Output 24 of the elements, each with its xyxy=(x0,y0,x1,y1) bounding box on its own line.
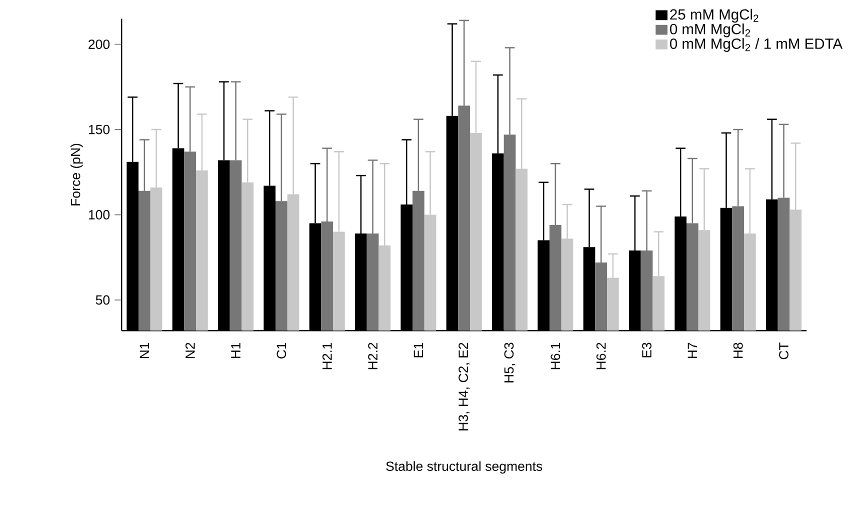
x-tick-label: H7 xyxy=(688,342,697,358)
x-tick-label: C1 xyxy=(276,342,286,358)
x-axis-title: Stable structural segments xyxy=(386,461,542,474)
x-tick-label: H1 xyxy=(231,342,240,358)
x-tick-label: H5, C3 xyxy=(504,342,516,382)
x-tick-label: H2.2 xyxy=(368,342,378,370)
y-tick-label: 200 xyxy=(88,40,110,50)
y-tick-label: 100 xyxy=(88,210,110,220)
x-tick-label: H3, H4, C2, E2 xyxy=(458,342,470,430)
x-tick-label: H2.1 xyxy=(322,342,332,370)
legend-label: 0 mM MgCl$_{2}$ / 1 mM EDTA xyxy=(670,38,843,52)
x-tick-label: N2 xyxy=(185,342,195,358)
y-tick-label: 50 xyxy=(96,295,110,305)
x-tick-label: CT xyxy=(779,342,788,360)
legend-label: 0 mM MgCl$_{2}$ xyxy=(670,23,750,38)
x-tick-label: H8 xyxy=(733,342,743,358)
x-tick-label: E1 xyxy=(414,342,423,358)
legend-label: 25 mM MgCl$_{2}$ xyxy=(670,8,758,23)
x-tick-label: H6.1 xyxy=(550,342,560,370)
x-tick-label: E3 xyxy=(642,342,652,358)
y-tick-label: 150 xyxy=(88,124,110,134)
y-axis-title: Force (pN) xyxy=(70,144,83,206)
x-tick-label: N1 xyxy=(140,342,150,358)
x-tick-label: H6.2 xyxy=(596,342,606,370)
